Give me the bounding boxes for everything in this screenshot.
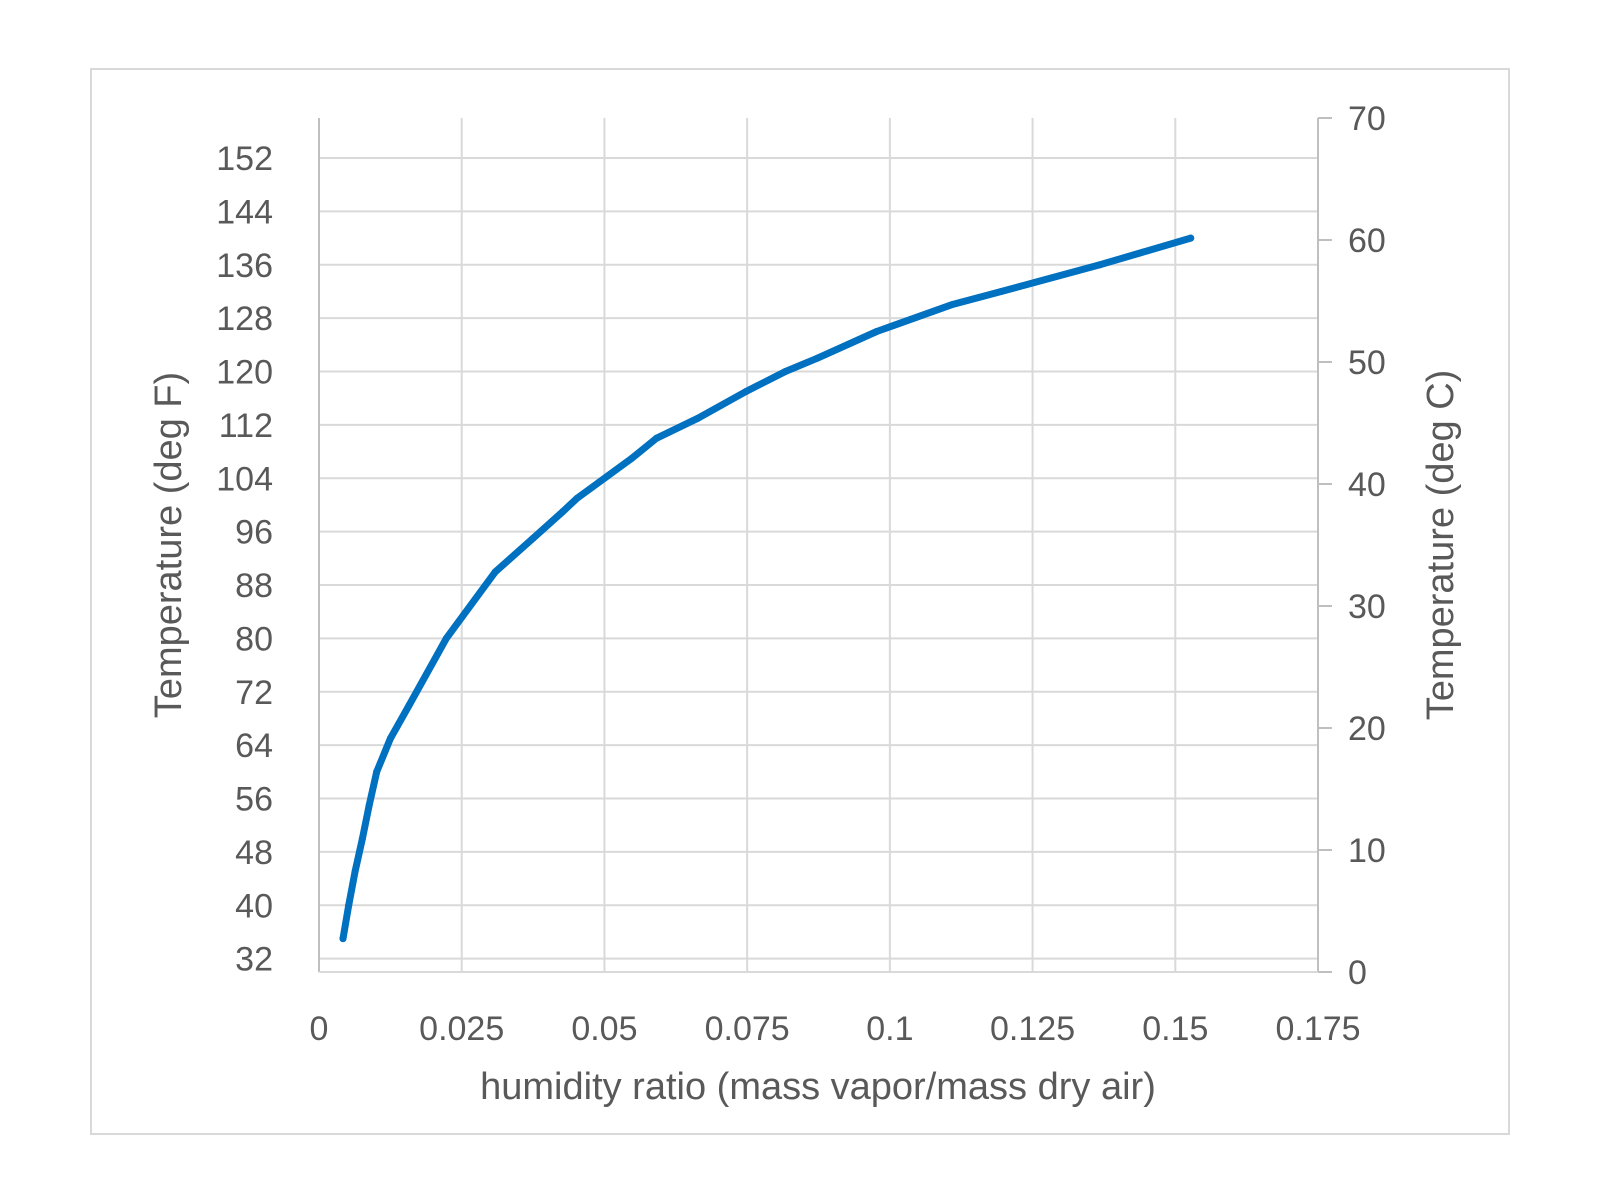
data-point <box>652 434 660 442</box>
y-tick-label-right: 0 <box>1348 954 1367 992</box>
data-point <box>351 868 359 876</box>
x-axis-title: humidity ratio (mass vapor/mass dry air) <box>480 1066 1156 1108</box>
data-point <box>386 734 394 742</box>
series-line <box>339 234 1195 943</box>
x-tick-label: 0.175 <box>1275 1010 1360 1048</box>
x-tick-label: 0.15 <box>1142 1010 1208 1048</box>
data-point <box>573 494 581 502</box>
tick-labels: 0 0.025 0.05 0.075 0.1 0.125 0.15 0.175 32 40 48 56… <box>216 100 1386 1048</box>
data-point <box>365 801 373 809</box>
gridlines <box>319 118 1319 972</box>
y-tick-label-left: 96 <box>235 514 273 552</box>
data-point <box>529 534 537 542</box>
x-tick-label: 0.05 <box>571 1010 637 1048</box>
y-tick-label-left: 32 <box>235 941 273 979</box>
axes <box>318 117 1332 973</box>
y-tick-label-left: 40 <box>235 887 273 925</box>
y-tick-label-left: 56 <box>235 781 273 819</box>
x-tick-label: 0.125 <box>990 1010 1075 1048</box>
y-tick-label-left: 120 <box>216 354 273 392</box>
series-group <box>339 234 1195 943</box>
data-point <box>781 368 789 376</box>
data-point <box>491 568 499 576</box>
data-point <box>442 634 450 642</box>
data-point <box>559 508 567 516</box>
y-tick-label-right: 60 <box>1348 222 1386 260</box>
y-tick-label-right: 70 <box>1348 100 1386 138</box>
data-point <box>1187 234 1195 242</box>
data-point <box>358 835 366 843</box>
x-tick-label: 0.025 <box>419 1010 504 1048</box>
y-tick-label-left: 48 <box>235 834 273 872</box>
y-axis-title-right: Temperature (deg C) <box>1420 370 1462 721</box>
y-axis-title-left: Temperature (deg F) <box>148 372 190 718</box>
y-tick-label-left: 80 <box>235 620 273 658</box>
data-point <box>694 414 702 422</box>
data-point <box>345 901 353 909</box>
data-point <box>1096 261 1104 269</box>
y-tick-label-right: 30 <box>1348 588 1386 626</box>
data-point <box>948 301 956 309</box>
data-point <box>813 354 821 362</box>
data-point <box>373 768 381 776</box>
y-tick-label-right: 10 <box>1348 832 1386 870</box>
x-tick-label: 0.1 <box>866 1010 913 1048</box>
data-point <box>339 935 347 943</box>
y-tick-label-left: 72 <box>235 674 273 712</box>
y-tick-label-left: 136 <box>216 247 273 285</box>
data-point <box>628 454 636 462</box>
data-point <box>742 388 750 396</box>
data-point <box>405 701 413 709</box>
y-tick-label-left: 128 <box>216 300 273 338</box>
y-tick-label-left: 88 <box>235 567 273 605</box>
y-tick-label-right: 40 <box>1348 466 1386 504</box>
x-tick-label: 0 <box>310 1010 329 1048</box>
y-tick-label-left: 64 <box>235 727 273 765</box>
data-point <box>873 328 881 335</box>
y-tick-label-left: 112 <box>219 407 273 445</box>
y-tick-label-left: 152 <box>216 140 273 178</box>
y-tick-label-right: 20 <box>1348 710 1386 748</box>
y-tick-label-right: 50 <box>1348 344 1386 382</box>
x-tick-label: 0.075 <box>705 1010 790 1048</box>
y-tick-label-left: 104 <box>216 460 273 498</box>
chart-frame <box>90 68 1510 1135</box>
y-tick-label-left: 144 <box>216 193 273 231</box>
data-point <box>997 287 1005 295</box>
